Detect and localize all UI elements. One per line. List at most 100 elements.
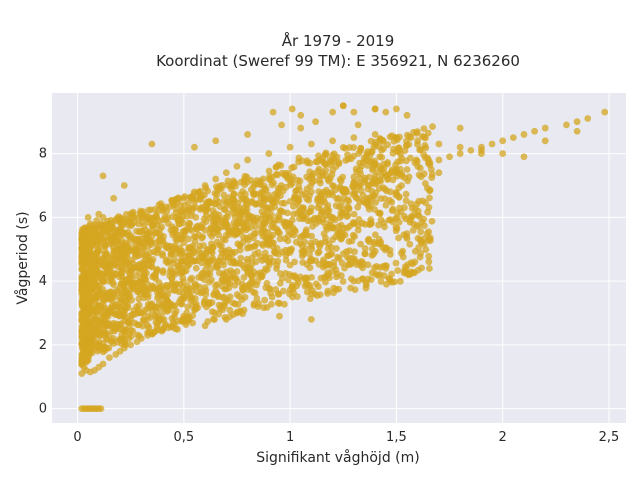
scatter-point [142, 226, 149, 234]
scatter-point [332, 244, 340, 252]
scatter-point [101, 261, 109, 269]
scatter-point [118, 237, 126, 245]
scatter-point [213, 264, 221, 271]
scatter-point [424, 129, 432, 137]
scatter-point [428, 217, 436, 225]
scatter-point [329, 108, 337, 116]
scatter-point [266, 285, 273, 293]
scatter-point [83, 278, 91, 286]
scatter-point [108, 296, 115, 304]
scatter-point [350, 210, 358, 218]
scatter-point [99, 277, 107, 285]
scatter-point [402, 197, 410, 205]
scatter-point [130, 283, 138, 291]
scatter-point [415, 171, 423, 179]
scatter-point [261, 296, 269, 304]
scatter-point [318, 198, 326, 205]
scatter-point [84, 213, 92, 221]
scatter-point [221, 302, 228, 310]
scatter-point [169, 245, 177, 253]
scatter-point [155, 279, 163, 287]
scatter-point [189, 312, 197, 319]
scatter-point [260, 304, 268, 312]
scatter-point [303, 261, 311, 268]
scatter-point [259, 175, 267, 183]
scatter-point [91, 325, 98, 333]
scatter-point [364, 275, 372, 283]
scatter-point [190, 257, 198, 265]
scatter-point [179, 283, 187, 291]
scatter-point [393, 225, 401, 232]
scatter-point [488, 140, 496, 148]
scatter-point [329, 182, 337, 189]
scatter-point [418, 264, 425, 272]
scatter-point [541, 124, 549, 132]
scatter-point [80, 319, 88, 327]
scatter-point [227, 202, 235, 210]
scatter-point [252, 200, 260, 208]
scatter-point [191, 143, 198, 151]
scatter-point [224, 181, 232, 189]
scatter-point [234, 240, 242, 248]
scatter-point [233, 162, 241, 170]
scatter-point [265, 239, 273, 247]
scatter-point [425, 252, 433, 260]
scatter-point [382, 172, 390, 180]
scatter-point [345, 238, 353, 245]
scatter-point [344, 203, 352, 211]
scatter-point [425, 228, 433, 236]
scatter-point [188, 208, 196, 216]
scatter-point [129, 327, 137, 335]
scatter-point [278, 121, 285, 129]
scatter-point [520, 153, 528, 161]
scatter-point [531, 127, 538, 135]
scatter-point [88, 236, 96, 244]
scatter-point [456, 143, 464, 151]
scatter-point [115, 312, 123, 320]
scatter-point [167, 300, 174, 308]
scatter-point [159, 325, 166, 333]
scatter-point [267, 196, 275, 204]
scatter-point [203, 198, 210, 206]
scatter-point [509, 134, 517, 142]
scatter-point [99, 360, 107, 368]
scatter-point [307, 315, 315, 323]
scatter-point [214, 185, 222, 192]
scatter-point [244, 131, 251, 138]
scatter-point [324, 176, 332, 183]
scatter-point [420, 133, 428, 141]
scatter-point [541, 137, 549, 145]
scatter-point [139, 259, 147, 266]
scatter-point [288, 105, 296, 113]
scatter-point [350, 144, 358, 151]
scatter-point [149, 273, 157, 281]
scatter-point [95, 341, 103, 349]
scatter-point [341, 264, 348, 272]
scatter-point [121, 332, 129, 340]
scatter-point [200, 242, 207, 249]
scatter-point [295, 279, 302, 286]
scatter-point [350, 173, 358, 181]
scatter-point [375, 221, 382, 229]
scatter-point [288, 164, 296, 172]
scatter-point [244, 268, 251, 275]
scatter-point [215, 301, 223, 309]
scatter-point [184, 303, 192, 311]
scatter-point [279, 187, 287, 195]
scatter-point [394, 267, 402, 274]
scatter-point [269, 108, 277, 116]
scatter-point [175, 215, 183, 223]
scatter-point [376, 264, 384, 271]
scatter-point [186, 276, 194, 284]
scatter-point [106, 331, 113, 339]
scatter-point [250, 191, 258, 199]
scatter-point [157, 315, 165, 323]
scatter-point [263, 279, 271, 287]
scatter-point [93, 315, 101, 323]
scatter-point [307, 242, 315, 250]
scatter-point [402, 190, 410, 198]
scatter-point [424, 208, 432, 216]
x-axis-label: Signifikant våghöjd (m) [256, 449, 419, 466]
scatter-point [162, 215, 170, 223]
scatter-point [371, 264, 378, 272]
